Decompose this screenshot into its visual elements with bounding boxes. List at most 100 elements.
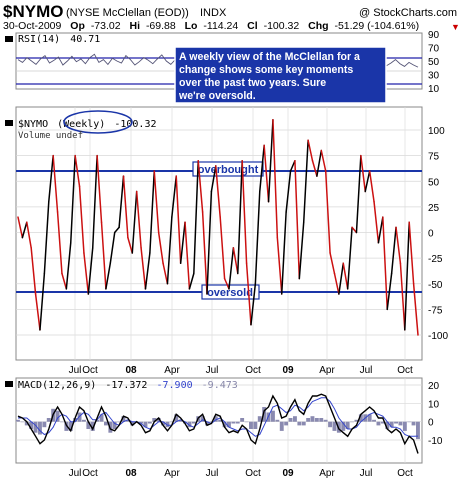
macd-histogram-bar: [385, 421, 390, 429]
nymo-segment: [52, 154, 59, 213]
main-x-tick: Jul: [206, 365, 219, 376]
nymo-segment: [302, 139, 309, 223]
macd-histogram-bar: [165, 421, 170, 428]
nymo-segment: [166, 216, 173, 285]
rsi-legend-marker: [5, 36, 13, 42]
macd-histogram-bar: [130, 421, 135, 426]
nymo-segment: [105, 262, 112, 290]
nymo-segment: [74, 154, 81, 188]
oversold-label-box: [201, 284, 260, 300]
nymo-segment: [109, 231, 116, 264]
main-x-tick: Oct: [397, 365, 413, 376]
macd-histogram-bar: [121, 416, 126, 422]
macd-histogram-bar: [310, 416, 315, 422]
nymo-segment: [83, 252, 90, 295]
macd-histogram-bar: [253, 421, 258, 429]
low-value: -114.24: [203, 20, 238, 32]
main-y-tick: -50: [428, 280, 443, 291]
rsi-y-tick: 90: [428, 30, 440, 41]
macd-histogram-bar: [147, 421, 152, 424]
macd-x-tick: Apr: [319, 468, 335, 479]
macd-x-tick: 08: [125, 468, 137, 479]
main-legend-period: (Weekly): [57, 119, 105, 130]
change-down-icon: ▼: [451, 22, 460, 32]
hist-value: -9.473: [202, 380, 238, 391]
macd-x-tick: Jul: [69, 468, 82, 479]
rsi-y-axis: 90 70 50 30 10: [428, 30, 440, 95]
main-y-axis: 100 75 50 25 0 -25 -50 -75 -100: [428, 126, 448, 342]
nymo-segment: [61, 272, 68, 290]
nymo-segment: [280, 211, 287, 295]
macd-histogram-bar: [213, 416, 218, 422]
nymo-segment: [254, 190, 261, 285]
nymo-segment: [56, 211, 63, 275]
nymo-segment: [34, 293, 41, 331]
macd-histogram-bar: [24, 421, 29, 426]
main-x-tick: Oct: [82, 365, 98, 376]
nymo-segment: [223, 277, 230, 290]
nymo-segment: [250, 283, 257, 326]
macd-histogram-bar: [68, 421, 73, 431]
annotation-line-3: over the past two years. Sure: [179, 77, 326, 89]
macd-histogram-bar: [279, 421, 284, 431]
annotation-box: [174, 46, 387, 104]
macd-y-tick: -10: [428, 436, 443, 447]
nymo-segment: [289, 160, 296, 172]
main-x-tick: 09: [282, 365, 294, 376]
nymo-segment: [364, 170, 371, 193]
macd-x-tick: Oct: [245, 468, 261, 479]
high-label: Hi: [130, 20, 141, 32]
macd-histogram-bar: [200, 416, 205, 422]
nymo-segment: [360, 154, 367, 193]
nymo-segment: [127, 236, 134, 254]
nymo-segment: [245, 262, 252, 326]
macd-legend-marker: [5, 381, 13, 387]
macd-histogram-bar: [29, 421, 34, 429]
nymo-segment: [122, 175, 129, 239]
macd-histogram-bar: [222, 421, 227, 428]
macd-histogram-bar: [231, 421, 236, 424]
main-legend-value: -100.32: [114, 119, 156, 130]
weekly-highlight-circle: [63, 110, 133, 134]
nymo-segment: [131, 190, 138, 254]
nymo-segment: [395, 226, 402, 264]
nymo-segment: [65, 242, 72, 290]
quote-date: 30-Oct-2009: [3, 20, 62, 32]
main-x-tick: 08: [125, 365, 137, 376]
main-panel: [15, 106, 423, 361]
nymo-segment: [351, 226, 358, 234]
nymo-segment: [316, 149, 323, 177]
macd-value: -17.372: [105, 380, 147, 391]
nymo-segment: [241, 160, 248, 264]
rsi-label: RSI(14) 40.71: [18, 34, 100, 45]
macd-histogram-bar: [416, 421, 420, 440]
nymo-segment: [184, 221, 191, 290]
nymo-segment: [298, 221, 305, 280]
nymo-segment: [78, 185, 85, 254]
macd-histogram-bar: [90, 421, 95, 431]
change-label: Chg: [308, 20, 328, 32]
macd-histogram-bar: [341, 421, 346, 431]
macd-histogram-bar: [143, 421, 148, 428]
close-value: -100.32: [264, 20, 300, 32]
annotation-line-1: A weekly view of the McClellan for a: [179, 51, 360, 63]
macd-histogram-bar: [174, 414, 179, 422]
macd-y-tick: 10: [428, 399, 440, 410]
macd-histogram-bar: [345, 421, 350, 429]
nymo-segment: [39, 272, 46, 331]
nymo-segment: [175, 175, 182, 264]
change-value: -51.29 (-104.61%): [334, 20, 419, 32]
rsi-y-tick: 70: [428, 44, 440, 55]
nymo-segment: [96, 154, 103, 223]
nymo-segment: [263, 144, 270, 203]
main-x-tick: Apr: [319, 365, 335, 376]
main-y-tick: -25: [428, 254, 443, 265]
macd-histogram-bar: [112, 421, 117, 429]
macd-histogram-bar: [38, 421, 42, 435]
nymo-segment: [17, 216, 24, 239]
nymo-segment: [408, 221, 415, 285]
macd-histogram-bar: [187, 421, 192, 428]
overbought-label: overbought: [198, 164, 259, 176]
macd-histogram-bar: [235, 421, 240, 424]
